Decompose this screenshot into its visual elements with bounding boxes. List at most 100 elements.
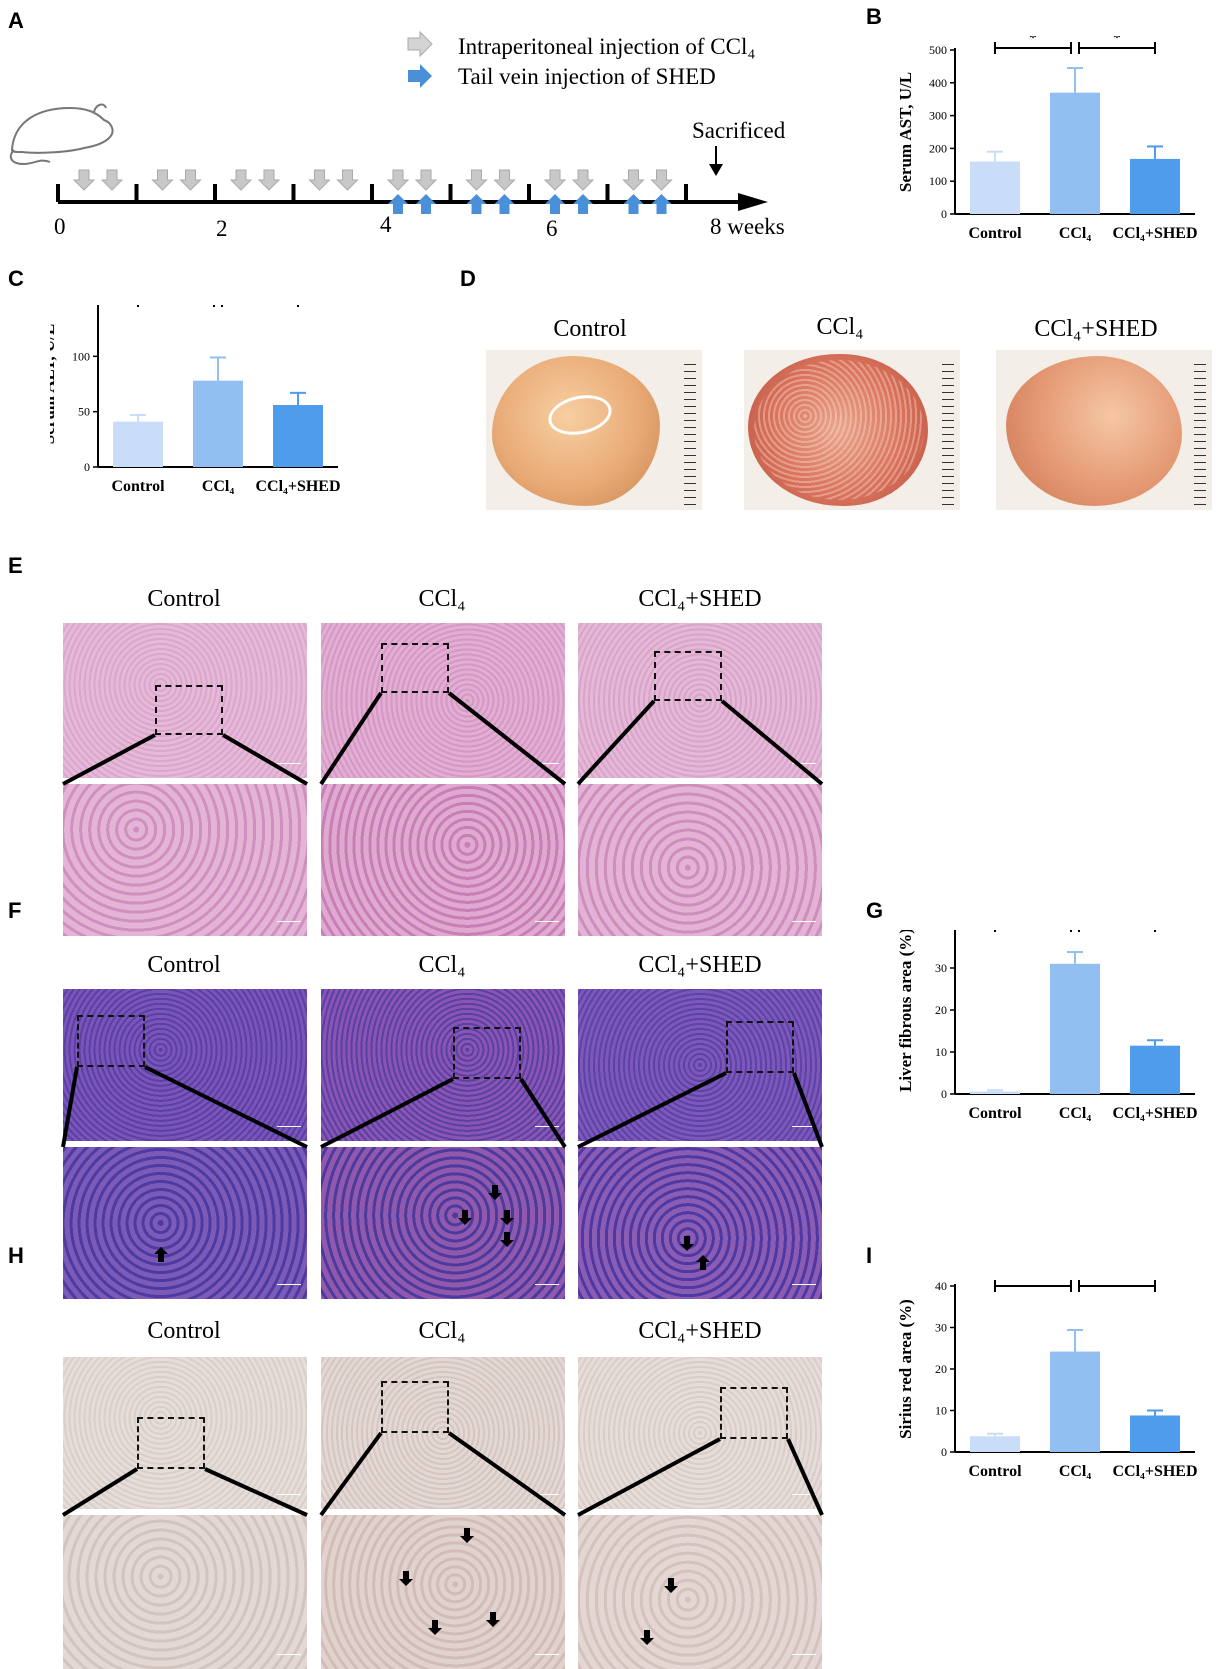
timeline-tick-6: 6	[546, 216, 558, 241]
masson-arrow-markers	[154, 1185, 710, 1270]
he-high-ccl4	[321, 784, 565, 936]
fibrosis-arrow-icon	[696, 1255, 710, 1270]
fibrosis-arrow-icon	[428, 1620, 442, 1635]
y-tick-label: 0	[941, 1445, 947, 1459]
zoom-box	[453, 1027, 521, 1079]
sirius-low-control	[63, 1357, 307, 1509]
bar	[193, 380, 243, 467]
shed-injection-arrow-icon	[545, 194, 565, 214]
h-title-ccl4: CCl₄	[418, 1318, 466, 1344]
panel-label-e: E	[8, 553, 23, 578]
x-category-label: Control	[968, 225, 1022, 242]
scale-bar	[277, 1494, 301, 1505]
chart-b: Serum AST, U/L 0 100 200 300 400 500 Control CCl…	[896, 36, 1198, 242]
x-category-label: Control	[968, 1105, 1022, 1122]
x-category-label: Control	[111, 478, 165, 495]
y-tick-label: 200	[929, 141, 947, 155]
shed-injection-arrow-icon	[573, 194, 593, 214]
panel-label-b: B	[866, 4, 882, 29]
sirius-low-ccl4-shed	[578, 1357, 822, 1509]
shed-injection-arrow-icon	[494, 194, 515, 214]
ccl4-injection-arrow-icon	[179, 169, 202, 191]
bar	[1130, 158, 1180, 214]
zoom-box	[654, 651, 722, 701]
legend-ccl4-label: Intraperitoneal injection of CCl₄	[458, 34, 756, 59]
y-tick-label: 20	[935, 1362, 947, 1376]
scale-bar	[535, 1654, 559, 1665]
ccl4-injection-arrow-icon	[414, 169, 438, 191]
masson-low-ccl4-shed	[578, 989, 822, 1141]
d-title-ccl4: CCl₄	[816, 314, 864, 340]
scale-bar	[535, 1494, 559, 1505]
timeline-tick-2: 2	[216, 216, 228, 241]
liver-photo-ccl4-shed	[996, 350, 1212, 510]
ccl4-injection-arrow-icon	[386, 169, 410, 191]
fibrosis-arrow-icon	[458, 1210, 472, 1225]
scale-bar	[792, 763, 816, 774]
axis-arrowhead-icon	[738, 193, 768, 211]
fibrosis-arrow-icon	[640, 1630, 654, 1645]
zoom-box	[720, 1387, 788, 1439]
fibrosis-arrow-icon	[500, 1210, 514, 1225]
scale-bar	[277, 1654, 301, 1665]
x-category-label: Control	[968, 1463, 1022, 1480]
bar	[1050, 1351, 1100, 1452]
liver-photo-ccl4	[744, 350, 960, 510]
sirius-low-ccl4	[321, 1357, 565, 1509]
y-tick-label: 40	[935, 930, 947, 933]
bar	[970, 1091, 1020, 1094]
scale-bar	[277, 763, 301, 774]
ccl4-injection-arrow-icon	[543, 169, 567, 191]
scale-bar	[792, 1284, 816, 1295]
fibrosis-arrow-icon	[399, 1571, 413, 1586]
panel-label-f: F	[8, 898, 22, 923]
fibrosis-arrow-icon	[486, 1612, 500, 1627]
significance-label: *	[1113, 36, 1121, 46]
scale-bar	[277, 1284, 301, 1295]
bar	[970, 161, 1020, 214]
x-category-label: CCl₄	[1059, 225, 1092, 242]
mouse-icon	[9, 103, 114, 166]
ccl4-injection-arrow-icon	[622, 169, 645, 191]
e-title-ccl4-shed: CCl₄+SHED	[638, 586, 762, 612]
masson-high-ccl4-shed	[578, 1147, 822, 1299]
zoom-box	[726, 1021, 794, 1073]
x-category-label: CCl₄+SHED	[1112, 1105, 1197, 1122]
sirius-arrow-markers	[399, 1528, 678, 1645]
ccl4-injection-arrow-icon	[308, 169, 331, 191]
timeline-tick-0: 0	[54, 214, 66, 239]
scale-bar	[535, 921, 559, 932]
fibrosis-arrow-icon	[680, 1236, 694, 1251]
y-tick-label: 100	[72, 349, 90, 363]
y-axis-label: Liver fibrous area (%)	[896, 930, 915, 1092]
shed-injection-arrow-icon	[651, 194, 672, 214]
masson-high-ccl4	[321, 1147, 565, 1299]
zoom-box	[381, 1381, 449, 1433]
he-zoom-lines	[62, 691, 824, 786]
significance-label: *	[1029, 36, 1037, 46]
y-tick-label: 0	[941, 207, 947, 221]
panel-label-c: C	[8, 266, 24, 291]
ccl4-injection-arrow-icon	[229, 169, 253, 191]
ccl4-injection-arrow-icon	[465, 169, 488, 191]
x-category-label: CCl₄+SHED	[1112, 225, 1197, 242]
e-title-control: Control	[147, 586, 221, 612]
h-title-control: Control	[147, 1318, 221, 1344]
y-tick-label: 0	[941, 1087, 947, 1101]
fibrosis-arrow-icon	[488, 1185, 502, 1200]
significance-label: ***	[1022, 1280, 1045, 1284]
scale-bar	[792, 1494, 816, 1505]
liver-photo-control	[486, 350, 702, 510]
zoom-box	[381, 643, 449, 693]
ccl4-injection-arrow-icon	[151, 169, 174, 191]
significance-label: **	[1110, 1280, 1125, 1284]
bar	[970, 1436, 1020, 1452]
he-high-control	[63, 784, 307, 936]
y-tick-label: 30	[935, 1321, 947, 1335]
masson-high-control	[63, 1147, 307, 1299]
masson-low-ccl4	[321, 989, 565, 1141]
panel-label-d: D	[460, 266, 476, 291]
panel-label-h: H	[8, 1243, 24, 1268]
y-tick-label: 10	[935, 1045, 947, 1059]
scale-bar	[792, 1654, 816, 1665]
